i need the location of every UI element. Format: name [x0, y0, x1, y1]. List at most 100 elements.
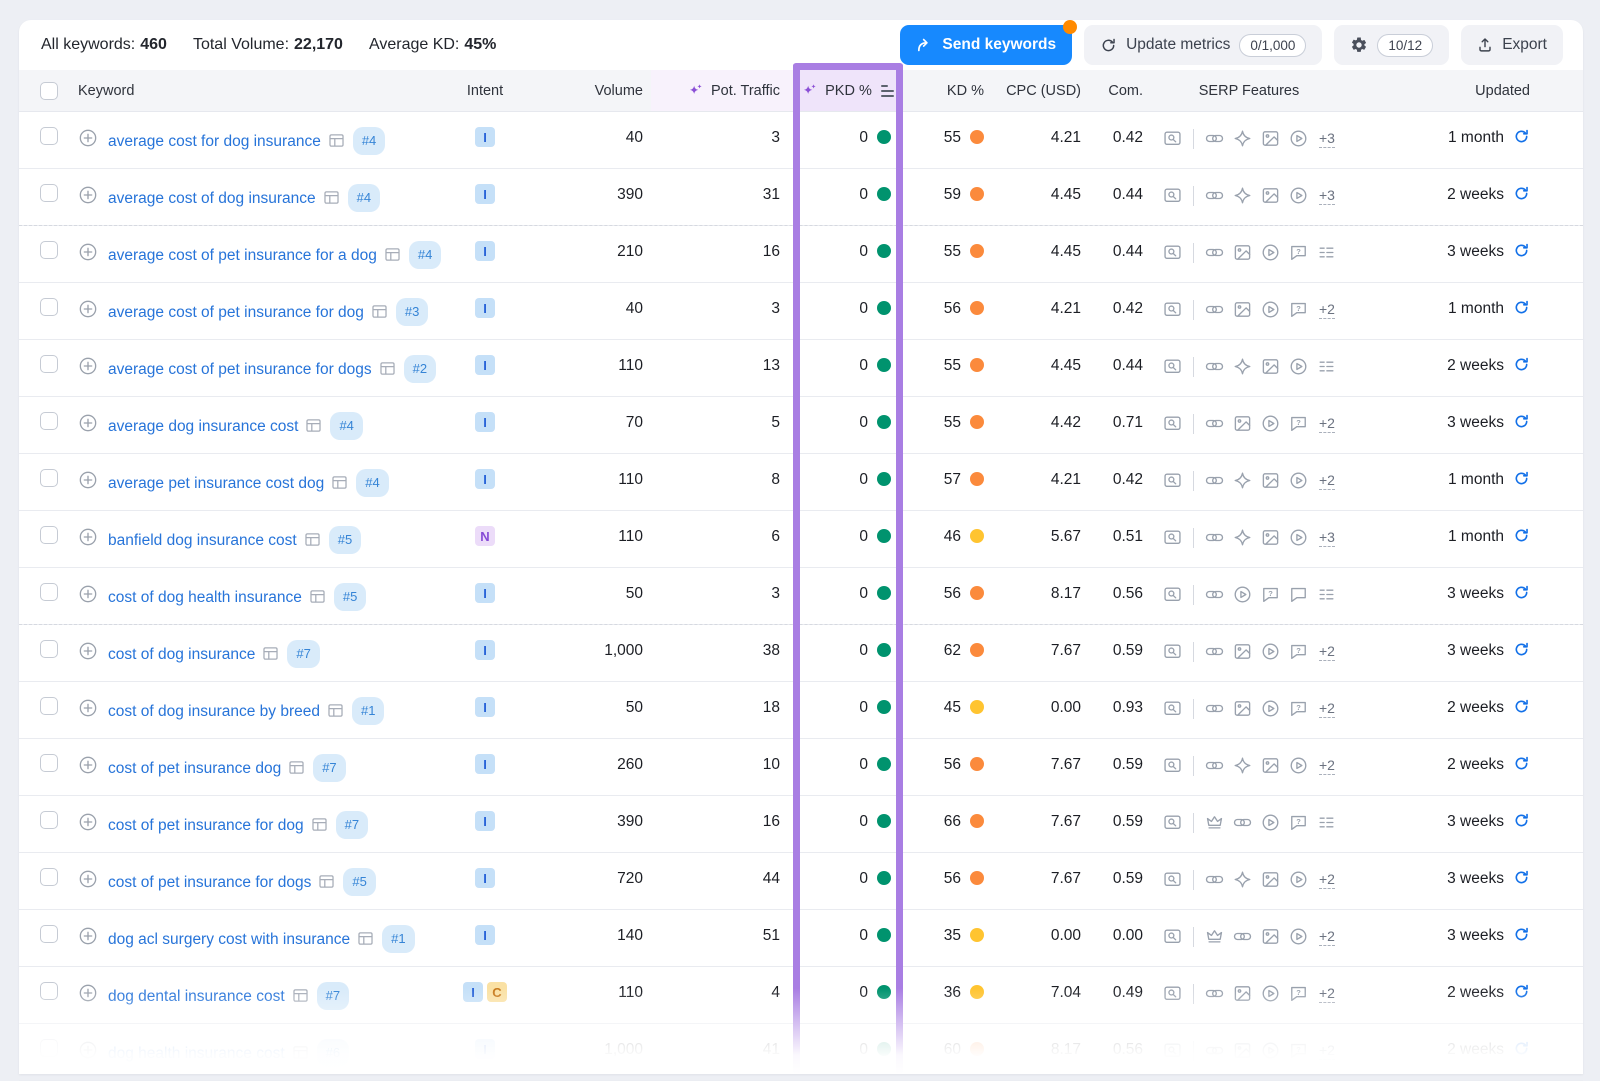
keyword-link[interactable]: cost of pet insurance for dog [108, 817, 304, 834]
keyword-link[interactable]: cost of pet insurance dog [108, 760, 281, 777]
keyword-link[interactable]: average cost for dog insurance [108, 133, 321, 150]
row-checkbox[interactable] [40, 982, 58, 1000]
add-keyword-icon[interactable] [78, 812, 98, 832]
keyword-link[interactable]: cost of dog health insurance [108, 589, 302, 606]
header-volume[interactable]: Volume [516, 70, 651, 111]
row-checkbox[interactable] [40, 127, 58, 145]
refresh-metrics-icon[interactable] [1513, 1040, 1530, 1057]
row-checkbox[interactable] [40, 583, 58, 601]
refresh-metrics-icon[interactable] [1513, 527, 1530, 544]
keyword-link[interactable]: dog dental insurance cost [108, 988, 285, 1005]
row-checkbox[interactable] [40, 355, 58, 373]
row-checkbox[interactable] [40, 640, 58, 658]
keyword-link[interactable]: cost of pet insurance for dogs [108, 874, 311, 891]
serp-page-icon[interactable] [318, 873, 335, 890]
add-keyword-icon[interactable] [78, 242, 98, 262]
keyword-link[interactable]: average cost of pet insurance for a dog [108, 247, 377, 264]
row-checkbox[interactable] [40, 412, 58, 430]
position-badge[interactable]: #4 [353, 127, 385, 155]
add-keyword-icon[interactable] [78, 299, 98, 319]
row-checkbox[interactable] [40, 811, 58, 829]
position-badge[interactable]: #2 [404, 355, 436, 383]
refresh-metrics-icon[interactable] [1513, 812, 1530, 829]
row-checkbox[interactable] [40, 526, 58, 544]
serp-more-link[interactable]: +3 [1319, 186, 1335, 205]
serp-more-link[interactable]: +2 [1319, 1041, 1335, 1060]
serp-page-icon[interactable] [262, 645, 279, 662]
refresh-metrics-icon[interactable] [1513, 584, 1530, 601]
add-keyword-icon[interactable] [78, 755, 98, 775]
serp-page-icon[interactable] [371, 303, 388, 320]
refresh-metrics-icon[interactable] [1513, 242, 1530, 259]
serp-page-icon[interactable] [357, 930, 374, 947]
position-badge[interactable]: #7 [317, 982, 349, 1010]
serp-page-icon[interactable] [309, 588, 326, 605]
serp-more-link[interactable]: +2 [1319, 756, 1335, 775]
keyword-link[interactable]: average dog insurance cost [108, 418, 298, 435]
refresh-metrics-icon[interactable] [1513, 926, 1530, 943]
send-keywords-button[interactable]: Send keywords [900, 25, 1072, 65]
row-checkbox[interactable] [40, 868, 58, 886]
serp-page-icon[interactable] [323, 189, 340, 206]
header-kd[interactable]: KD % [903, 70, 991, 111]
position-badge[interactable]: #7 [336, 811, 368, 839]
add-keyword-icon[interactable] [78, 356, 98, 376]
add-keyword-icon[interactable] [78, 869, 98, 889]
refresh-metrics-icon[interactable] [1513, 641, 1530, 658]
keyword-link[interactable]: average cost of pet insurance for dogs [108, 361, 372, 378]
select-all-checkbox[interactable] [40, 82, 58, 100]
refresh-metrics-icon[interactable] [1513, 755, 1530, 772]
update-metrics-button[interactable]: Update metrics 0/1,000 [1084, 25, 1322, 65]
refresh-metrics-icon[interactable] [1513, 470, 1530, 487]
position-badge[interactable]: #1 [352, 697, 384, 725]
serp-page-icon[interactable] [327, 702, 344, 719]
columns-settings-button[interactable]: 10/12 [1334, 25, 1449, 65]
serp-more-link[interactable]: +2 [1319, 471, 1335, 490]
refresh-metrics-icon[interactable] [1513, 413, 1530, 430]
serp-page-icon[interactable] [292, 987, 309, 1004]
serp-more-link[interactable]: +2 [1319, 927, 1335, 946]
row-checkbox[interactable] [40, 298, 58, 316]
serp-page-icon[interactable] [292, 1044, 309, 1061]
refresh-metrics-icon[interactable] [1513, 983, 1530, 1000]
position-badge[interactable]: #5 [329, 526, 361, 554]
keyword-link[interactable]: average pet insurance cost dog [108, 475, 324, 492]
add-keyword-icon[interactable] [78, 185, 98, 205]
add-keyword-icon[interactable] [78, 926, 98, 946]
add-keyword-icon[interactable] [78, 584, 98, 604]
refresh-metrics-icon[interactable] [1513, 869, 1530, 886]
add-keyword-icon[interactable] [78, 527, 98, 547]
serp-more-link[interactable]: +2 [1319, 300, 1335, 319]
header-com[interactable]: Com. [1092, 70, 1151, 111]
add-keyword-icon[interactable] [78, 128, 98, 148]
serp-more-link[interactable]: +2 [1319, 642, 1335, 661]
serp-page-icon[interactable] [305, 417, 322, 434]
position-badge[interactable]: #5 [343, 868, 375, 896]
refresh-metrics-icon[interactable] [1513, 356, 1530, 373]
position-badge[interactable]: #7 [287, 640, 319, 668]
position-badge[interactable]: #4 [409, 241, 441, 269]
refresh-metrics-icon[interactable] [1513, 299, 1530, 316]
position-badge[interactable]: #7 [313, 754, 345, 782]
add-keyword-icon[interactable] [78, 983, 98, 1003]
serp-page-icon[interactable] [304, 531, 321, 548]
add-keyword-icon[interactable] [78, 698, 98, 718]
refresh-metrics-icon[interactable] [1513, 698, 1530, 715]
serp-page-icon[interactable] [384, 246, 401, 263]
serp-more-link[interactable]: +3 [1319, 129, 1335, 148]
serp-more-link[interactable]: +2 [1319, 984, 1335, 1003]
serp-more-link[interactable]: +2 [1319, 699, 1335, 718]
serp-more-link[interactable]: +3 [1319, 528, 1335, 547]
position-badge[interactable]: #4 [356, 469, 388, 497]
keyword-link[interactable]: cost of dog insurance [108, 646, 255, 663]
position-badge[interactable]: #4 [330, 412, 362, 440]
serp-more-link[interactable]: +2 [1319, 870, 1335, 889]
position-badge[interactable]: #5 [334, 583, 366, 611]
serp-more-link[interactable]: +2 [1319, 414, 1335, 433]
row-checkbox[interactable] [40, 1039, 58, 1057]
serp-page-icon[interactable] [328, 132, 345, 149]
row-checkbox[interactable] [40, 925, 58, 943]
position-badge[interactable]: #3 [396, 298, 428, 326]
keyword-link[interactable]: cost of dog insurance by breed [108, 703, 320, 720]
keyword-link[interactable]: dog acl surgery cost with insurance [108, 931, 350, 948]
